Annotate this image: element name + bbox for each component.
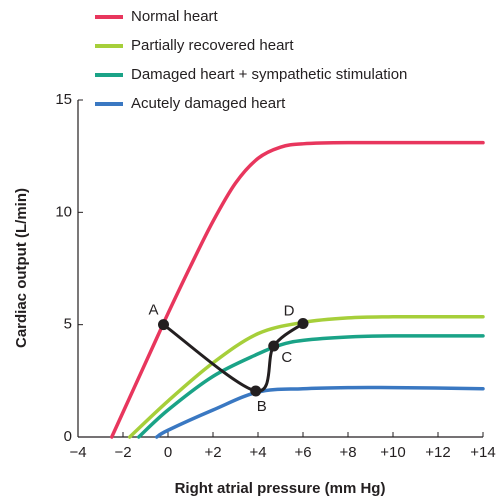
x-tick-label: −4	[69, 444, 86, 461]
point-label: B	[257, 398, 267, 415]
point-label: D	[284, 303, 295, 320]
x-tick-label: +10	[380, 444, 405, 461]
legend-label: Partially recovered heart	[131, 37, 294, 54]
point	[297, 318, 309, 330]
line-series	[155, 385, 485, 439]
y-tick-label: 5	[64, 316, 72, 333]
x-tick-label: +8	[339, 444, 356, 461]
point-label: C	[281, 349, 292, 366]
x-tick-label: +6	[294, 444, 311, 461]
point	[268, 340, 280, 352]
line-series	[137, 334, 485, 439]
x-tick-label: +14	[470, 444, 495, 461]
x-axis-label: Right atrial pressure (mm Hg)	[175, 480, 386, 497]
y-tick-label: 15	[55, 91, 72, 108]
x-tick-label: +4	[249, 444, 266, 461]
point	[158, 319, 169, 331]
x-tick-label: +12	[425, 444, 450, 461]
line-series	[110, 140, 485, 439]
legend-label: Damaged heart + sympathetic stimulation	[131, 66, 407, 83]
y-axis-label: Cardiac output (L/min)	[13, 188, 30, 348]
legend-label: Acutely damaged heart	[131, 95, 286, 112]
x-tick-label: +2	[204, 444, 221, 461]
line-series	[128, 314, 485, 439]
point-label: A	[148, 302, 158, 319]
point	[250, 385, 262, 397]
x-tick-label: −2	[114, 444, 131, 461]
legend-label: Normal heart	[131, 8, 219, 25]
x-tick-label: 0	[164, 444, 172, 461]
y-tick-label: 0	[64, 428, 72, 445]
y-tick-label: 10	[55, 203, 72, 220]
transition-path	[162, 322, 304, 393]
